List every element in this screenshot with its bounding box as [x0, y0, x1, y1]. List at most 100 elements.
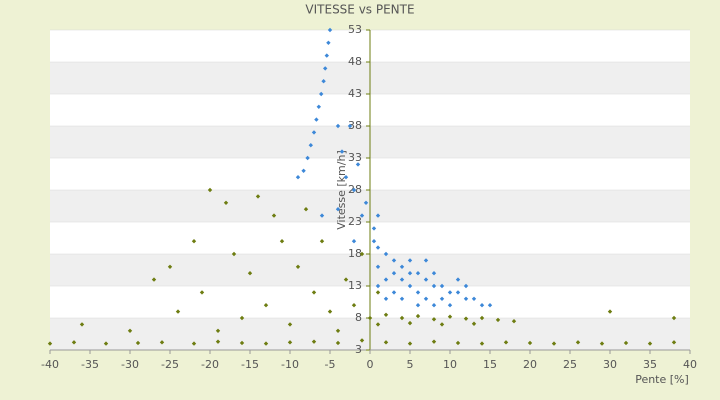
x-tick-label: 35: [643, 358, 657, 371]
scatter-point: [391, 290, 397, 295]
scatter-point: [447, 314, 453, 319]
scatter-point: [575, 340, 581, 345]
scatter-point: [351, 187, 357, 193]
y-tick-label: 13: [348, 279, 362, 292]
y-tick-label: 23: [348, 215, 362, 228]
scatter-point: [455, 290, 461, 295]
scatter-point: [191, 341, 197, 346]
scatter-point: [351, 303, 357, 308]
y-tick-label: 8: [355, 311, 362, 324]
scatter-point: [399, 296, 405, 301]
scatter-point: [431, 271, 437, 276]
scatter-point: [127, 328, 133, 333]
x-axis-title: Pente [%]: [635, 373, 689, 386]
y-tick-label: 33: [348, 151, 362, 164]
scatter-point: [359, 251, 365, 257]
scatter-point: [47, 341, 53, 346]
scatter-point: [471, 296, 477, 301]
scatter-point: [455, 340, 461, 346]
scatter-point: [375, 213, 381, 218]
scatter-point: [351, 239, 357, 244]
scatter-point: [347, 123, 353, 129]
scatter-point: [367, 315, 373, 321]
scatter-point: [671, 340, 677, 345]
scatter-point: [463, 316, 469, 321]
x-tick-label: 40: [683, 358, 697, 371]
x-tick-label: 5: [407, 358, 414, 371]
scatter-point: [247, 271, 253, 276]
x-tick-label: 0: [367, 358, 374, 371]
scatter-point: [375, 283, 381, 289]
scatter-point: [295, 264, 301, 269]
scatter-point: [479, 303, 485, 308]
scatter-point: [399, 277, 405, 282]
scatter-point: [479, 315, 485, 321]
scatter-point: [371, 239, 377, 244]
scatter-point: [391, 258, 397, 263]
scatter-point: [399, 315, 405, 321]
scatter-point: [287, 322, 293, 327]
scatter-point: [407, 320, 413, 326]
scatter-point: [279, 239, 285, 244]
scatter-point: [511, 319, 517, 324]
scatter-point: [363, 200, 369, 205]
scatter-point: [623, 340, 629, 346]
scatter-point: [175, 309, 181, 314]
scatter-point: [319, 213, 325, 218]
scatter-point: [287, 340, 293, 345]
scatter-point: [231, 251, 237, 257]
scatter-point: [359, 338, 365, 343]
scatter-point: [383, 312, 389, 317]
chart-title: VITESSE vs PENTE: [305, 3, 414, 17]
scatter-point: [263, 341, 269, 346]
scatter-point: [383, 277, 389, 282]
x-tick-label: 20: [523, 358, 537, 371]
scatter-point: [391, 271, 397, 276]
scatter-point: [239, 315, 245, 321]
y-axis-title: Vitesse [km/h]: [335, 150, 348, 230]
y-tick-label: 3: [355, 343, 362, 356]
scatter-point: [263, 303, 269, 308]
scatter-point: [79, 322, 85, 327]
scatter-point: [151, 277, 157, 282]
scatter-point: [407, 341, 413, 346]
scatter-point: [439, 296, 445, 301]
x-tick-label: -15: [241, 358, 259, 371]
x-tick-label: -35: [81, 358, 99, 371]
scatter-point: [324, 53, 329, 58]
scatter-point: [607, 309, 613, 314]
scatter-point: [383, 251, 389, 257]
scatter-point: [671, 315, 677, 321]
scatter-point: [301, 168, 306, 173]
scatter-point: [343, 175, 349, 180]
scatter-point: [303, 207, 309, 212]
scatter-point: [343, 277, 349, 282]
scatter-point: [431, 339, 437, 344]
scatter-point: [295, 175, 301, 180]
y-tick-label: 43: [348, 87, 362, 100]
scatter-point: [399, 264, 405, 269]
scatter-point: [423, 277, 429, 282]
scatter-point: [447, 290, 453, 295]
scatter-point: [375, 264, 381, 269]
scatter-point: [431, 283, 437, 289]
scatter-point: [321, 79, 326, 84]
scatter-point: [551, 341, 557, 346]
scatter-point: [423, 258, 429, 263]
scatter-point: [407, 258, 413, 263]
scatter-point: [335, 340, 341, 346]
scatter-point: [323, 66, 328, 71]
scatter-point: [311, 130, 317, 135]
scatter-point: [355, 162, 361, 167]
scatter-point: [407, 283, 413, 289]
scatter-point: [71, 340, 77, 345]
x-tick-label: 10: [443, 358, 457, 371]
scatter-point: [383, 340, 389, 345]
scatter-point: [239, 340, 245, 346]
y-tick-label: 18: [348, 247, 362, 260]
scatter-point: [308, 143, 313, 148]
scatter-point: [647, 341, 653, 346]
scatter-point: [215, 328, 221, 333]
x-tick-label: -25: [161, 358, 179, 371]
